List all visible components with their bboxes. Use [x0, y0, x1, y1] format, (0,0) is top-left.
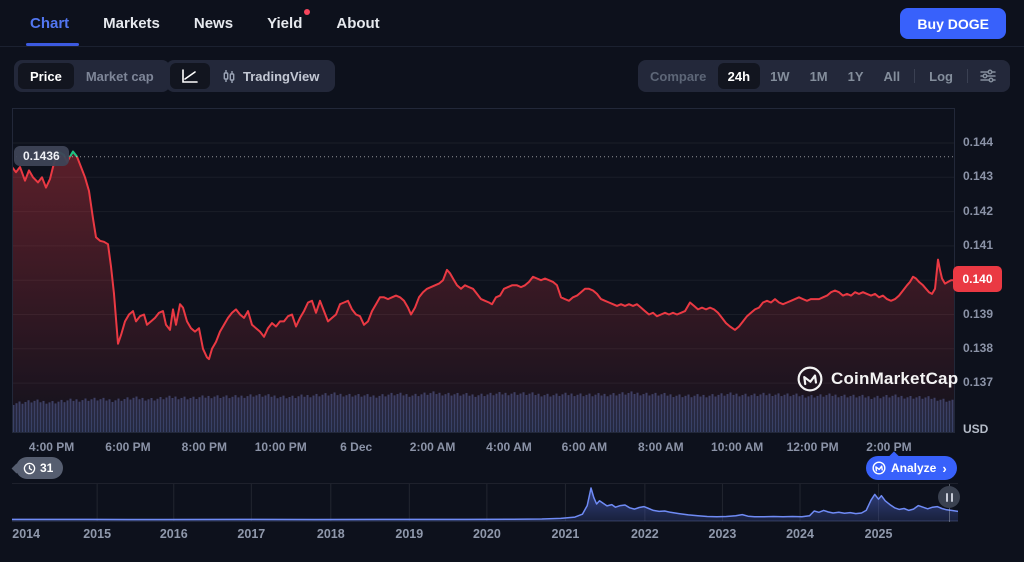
- divider: [914, 69, 916, 83]
- y-axis-tick: 0.138: [963, 340, 994, 355]
- range-button-1m[interactable]: 1M: [809, 68, 828, 84]
- x-axis-tick: 12:00 PM: [786, 440, 839, 454]
- minimap-year-tick: 2023: [708, 527, 737, 541]
- new-badge-dot: [304, 9, 311, 15]
- analyze-label: Analyze: [891, 461, 937, 475]
- analyze-button[interactable]: Analyze ›: [866, 456, 957, 480]
- line-chart-icon: [182, 69, 198, 83]
- watermark-label: CoinMarketCap: [831, 369, 959, 388]
- buy-doge-button[interactable]: Buy DOGE: [900, 8, 1006, 39]
- x-axis-tick: 6:00 PM: [105, 440, 151, 454]
- minimap-year-tick: 2020: [472, 527, 501, 541]
- price-chart-canvas[interactable]: [12, 108, 955, 433]
- nav-tab-yield[interactable]: Yield: [267, 0, 311, 46]
- top-nav: Chart Markets News Yield About Buy DOGE: [0, 0, 1024, 47]
- pause-bars-icon: [945, 492, 948, 502]
- history-clock-icon: [23, 462, 36, 474]
- nav-tab-chart[interactable]: Chart: [25, 0, 80, 46]
- y-axis-tick: 0.143: [963, 169, 994, 184]
- nav-tab-news[interactable]: News: [193, 14, 234, 32]
- time-range-group: 24h 1W 1M 1Y All Log: [711, 60, 1010, 92]
- current-price-badge: 0.140: [953, 266, 1002, 292]
- minimap-year-tick: 2014: [12, 527, 41, 541]
- log-scale-button[interactable]: Log: [929, 68, 953, 84]
- y-axis-tick: 0.139: [963, 306, 994, 321]
- previous-close-tag: 0.1436: [14, 145, 69, 166]
- y-axis-tick: 0.142: [963, 203, 994, 218]
- analyze-logo-icon: [872, 461, 886, 475]
- history-count-pill[interactable]: 31: [16, 457, 64, 479]
- y-axis-tick: 0.144: [963, 135, 994, 149]
- range-button-24h[interactable]: 24h: [717, 63, 761, 89]
- minimap-year-tick: 2025: [864, 527, 893, 541]
- minimap-year-tick: 2016: [159, 527, 188, 541]
- candlestick-icon: [223, 69, 235, 83]
- y-axis-tick: 0.137: [963, 375, 994, 390]
- chart-settings-button[interactable]: [972, 63, 1004, 89]
- nav-tabs: Chart Markets News Yield About: [25, 0, 380, 46]
- minimap-year-tick: 2024: [786, 527, 814, 541]
- y-axis-unit: USD: [963, 422, 989, 436]
- x-axis-tick: 8:00 PM: [181, 440, 228, 454]
- price-marketcap-toggle: Price Market cap: [14, 60, 170, 92]
- coinmarketcap-watermark: CoinMarketCap: [797, 366, 958, 392]
- tradingview-label: TradingView: [243, 68, 320, 84]
- range-button-all[interactable]: All: [883, 68, 901, 84]
- compare-label: Compare: [650, 68, 707, 84]
- tradingview-chart-type-button[interactable]: TradingView: [210, 69, 331, 84]
- minimap-scrubber[interactable]: [12, 484, 958, 522]
- y-axis-tick: 0.141: [963, 237, 994, 252]
- minimap-year-tick: 2015: [83, 527, 112, 541]
- line-chart-type-button[interactable]: [170, 63, 210, 89]
- range-button-1y[interactable]: 1Y: [847, 68, 864, 84]
- divider: [967, 69, 968, 83]
- x-axis-tick: 6 Dec: [340, 440, 373, 454]
- nav-tab-about[interactable]: About: [336, 14, 380, 32]
- x-axis-tick: 10:00 PM: [254, 440, 307, 454]
- minimap-year-tick: 2018: [316, 527, 345, 541]
- x-axis-tick: 2:00 AM: [409, 440, 456, 454]
- x-axis-tick: 6:00 AM: [561, 440, 608, 454]
- minimap-year-tick: 2017: [237, 527, 266, 541]
- x-axis-tick: 10:00 AM: [711, 440, 764, 454]
- sliders-icon: [980, 69, 996, 83]
- chart-type-toggle: TradingView: [166, 60, 336, 92]
- minimap-year-tick: 2022: [630, 527, 659, 541]
- minimap-top-border: [12, 483, 958, 484]
- nav-tab-markets[interactable]: Markets: [103, 14, 160, 32]
- range-button-1w[interactable]: 1W: [770, 68, 790, 84]
- coinmarketcap-logo-icon: [797, 366, 823, 392]
- x-axis-tick: 4:00 PM: [28, 440, 75, 454]
- minimap-year-tick: 2021: [551, 527, 580, 541]
- chart-toolbar: Price Market cap TradingView Compare 24h 1…: [0, 60, 1024, 92]
- x-axis-tick: 8:00 AM: [637, 440, 684, 454]
- history-count: 31: [40, 461, 54, 475]
- scrubber-handle[interactable]: [938, 486, 960, 508]
- x-axis-tick: 2:00 PM: [866, 440, 912, 454]
- analyze-chevron-icon: ›: [942, 460, 947, 476]
- price-toggle-button[interactable]: Price: [18, 63, 74, 89]
- range-buttons: 24h 1W 1M 1Y All: [717, 63, 911, 89]
- market-cap-toggle-button[interactable]: Market cap: [85, 68, 154, 84]
- x-axis-tick: 4:00 AM: [486, 440, 532, 454]
- minimap-year-tick: 2019: [395, 527, 424, 541]
